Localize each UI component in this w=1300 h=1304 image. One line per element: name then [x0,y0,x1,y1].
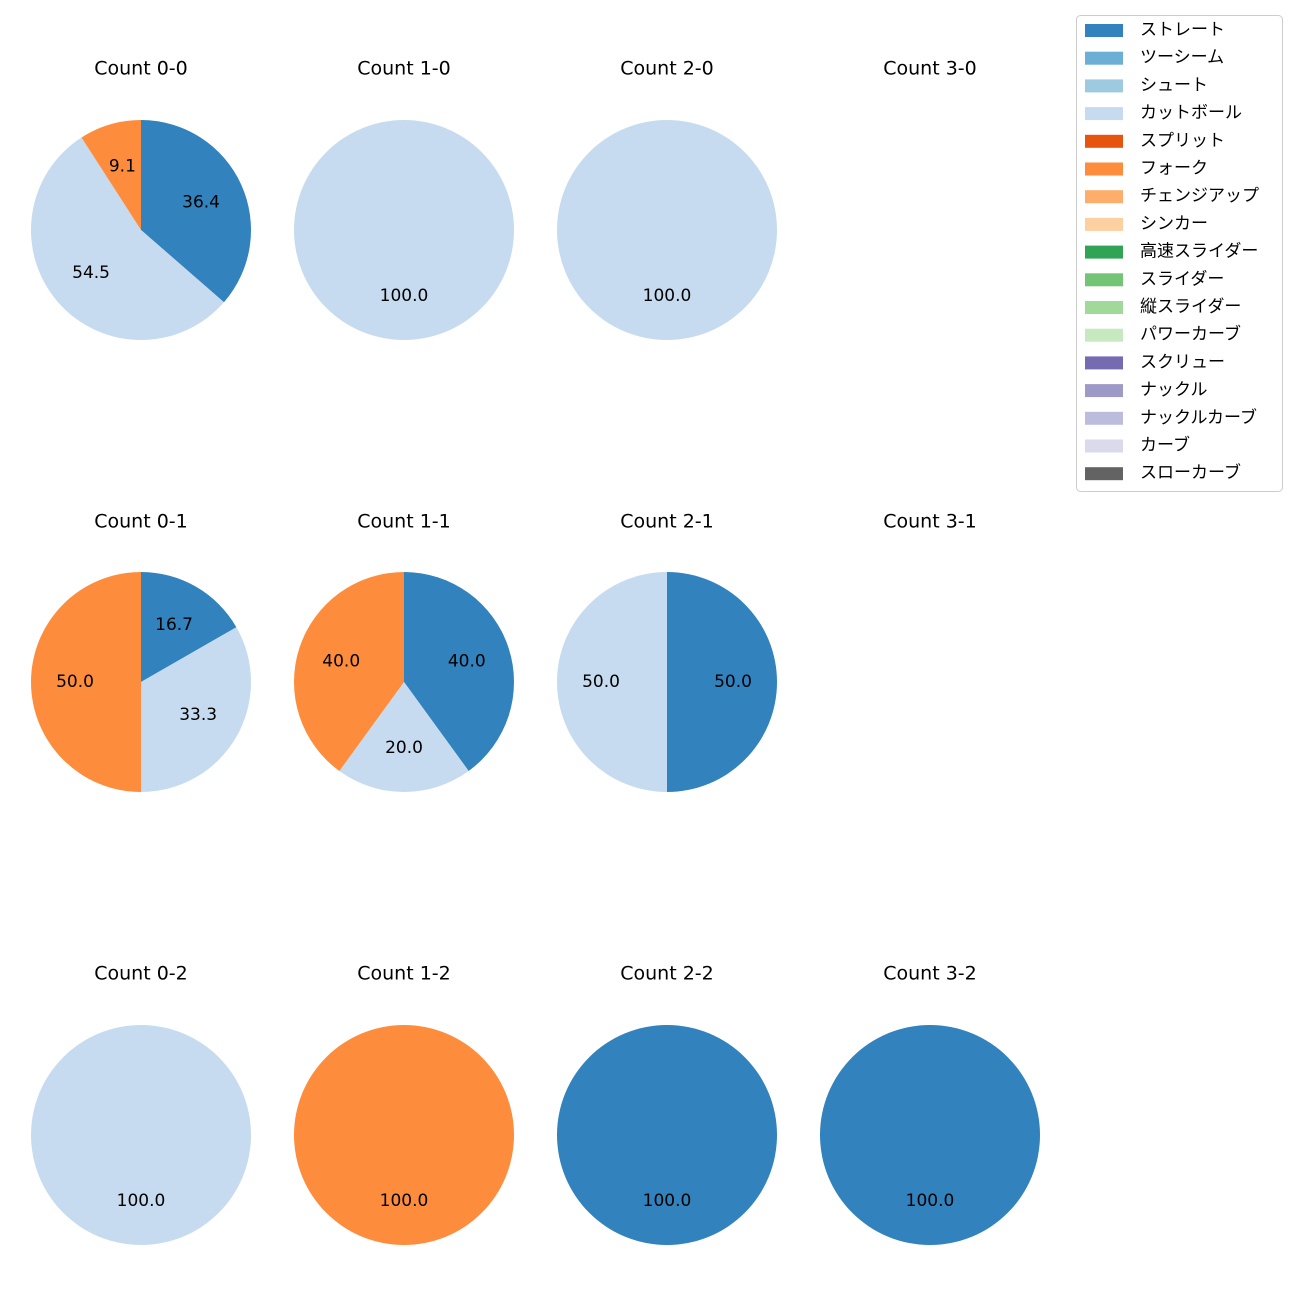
pie-count-0-2: Count 0-2 100.0 [31,963,251,1245]
pie-slice-label: 16.7 [155,615,193,635]
legend-swatch [1085,301,1123,314]
legend-label: ツーシーム [1140,48,1224,68]
pie-slice-label: 50.0 [56,672,94,692]
legend-label: シュート [1140,75,1208,95]
pie-slice [293,572,404,771]
legend-label: 高速スライダー [1140,242,1258,262]
legend-label: スクリュー [1140,352,1225,372]
pie-slice-label: 33.3 [179,705,217,725]
legend-swatch [1085,273,1123,287]
pie-slice [404,572,515,771]
pie-title: Count 3-1 [883,511,977,533]
pie-title: Count 3-2 [883,963,977,985]
pie-title: Count 0-0 [94,58,188,80]
pie-slice [31,572,141,792]
pie-title: Count 1-0 [357,58,451,80]
legend: ストレートツーシームシュートカットボールスプリットフォークチェンジアップシンカー… [1076,15,1283,492]
pie-slice-label: 36.4 [182,193,220,213]
legend-swatch [1085,328,1123,342]
pie-slice-label: 100.0 [380,1191,429,1211]
pie-slice-label: 40.0 [448,652,486,672]
pie-slice-label: 100.0 [643,286,692,306]
pie-slice-label: 20.0 [385,738,423,758]
legend-swatch [1085,134,1123,148]
pie-title: Count 2-1 [620,511,714,533]
pie-slice [820,1025,1040,1245]
pie-title: Count 0-2 [94,963,188,985]
pie-count-3-2: Count 3-2 100.0 [820,963,1040,1245]
legend-swatch [1085,51,1123,65]
pie-count-1-1: Count 1-1 40.0 20.0 40.0 [293,511,515,793]
pie-count-2-1: Count 2-1 50.0 50.0 [557,511,777,792]
legend-swatch [1085,162,1123,176]
pie-count-1-2: Count 1-2 100.0 [294,963,514,1245]
legend-label: カットボール [1140,103,1242,123]
pie-slice-label: 100.0 [643,1191,692,1211]
pie-slice [294,120,514,340]
pie-count-2-2: Count 2-2 100.0 [557,963,777,1245]
legend-label: 縦スライダー [1140,297,1241,317]
pie-slice-label: 100.0 [380,286,429,306]
pie-slice [557,572,667,792]
pie-count-0-0: Count 0-0 36.4 54.5 9.1 [30,58,251,341]
legend-swatch [1085,217,1123,231]
pie-title: Count 0-1 [94,511,188,533]
pie-slice [557,120,777,340]
pie-slice-label: 50.0 [714,672,752,692]
pie-count-3-1: Count 3-1 [883,511,977,533]
pie-slice [30,137,224,341]
legend-label: シンカー [1140,214,1208,234]
pie-title: Count 2-0 [620,58,714,80]
legend-label: チェンジアップ [1140,186,1259,206]
pie-title: Count 3-0 [883,58,977,80]
pie-count-0-1: Count 0-1 16.7 33.3 50.0 [31,511,252,793]
legend-swatch [1085,384,1123,398]
pie-slice-label: 54.5 [72,263,110,283]
legend-label: パワーカーブ [1140,324,1241,345]
pie-slice [667,572,777,792]
legend-label: カーブ [1140,435,1190,456]
pie-title: Count 1-2 [357,963,451,985]
pie-slice-label: 40.0 [322,652,360,672]
pie-count-2-0: Count 2-0 100.0 [557,58,777,340]
pie-slice [557,1025,777,1245]
pie-count-3-0: Count 3-0 [883,58,977,80]
legend-swatch [1085,107,1123,121]
legend-swatch [1085,79,1123,93]
legend-label: フォーク [1140,159,1208,179]
legend-swatch [1085,245,1123,259]
legend-swatch [1085,467,1123,481]
legend-swatch [1085,439,1123,453]
legend-label: スローカーブ [1140,462,1241,483]
pie-slice-label: 100.0 [906,1191,955,1211]
pie-count-1-0: Count 1-0 100.0 [294,58,514,340]
pie-slice [339,682,469,793]
legend-swatch [1085,24,1123,37]
pie-title: Count 2-2 [620,963,714,985]
legend-label: ナックル [1140,380,1208,400]
legend-box [1076,15,1283,492]
pie-slice [81,120,141,230]
legend-swatch [1085,190,1123,204]
legend-label: スライダー [1140,269,1224,289]
pie-slice [141,120,251,303]
legend-label: ナックルカーブ [1140,407,1257,428]
pie-title: Count 1-1 [357,511,451,533]
pie-slice [294,1025,514,1245]
pie-slice-label: 100.0 [117,1191,166,1211]
pie-slice-label: 50.0 [582,672,620,692]
pie-slice [141,572,237,682]
legend-label: スプリット [1140,131,1225,151]
pie-slice [31,1025,251,1245]
pie-slice-label: 9.1 [109,157,136,177]
pie-slice [141,627,252,793]
legend-label: ストレート [1140,20,1225,40]
legend-swatch [1085,411,1123,425]
legend-swatch [1085,356,1123,370]
